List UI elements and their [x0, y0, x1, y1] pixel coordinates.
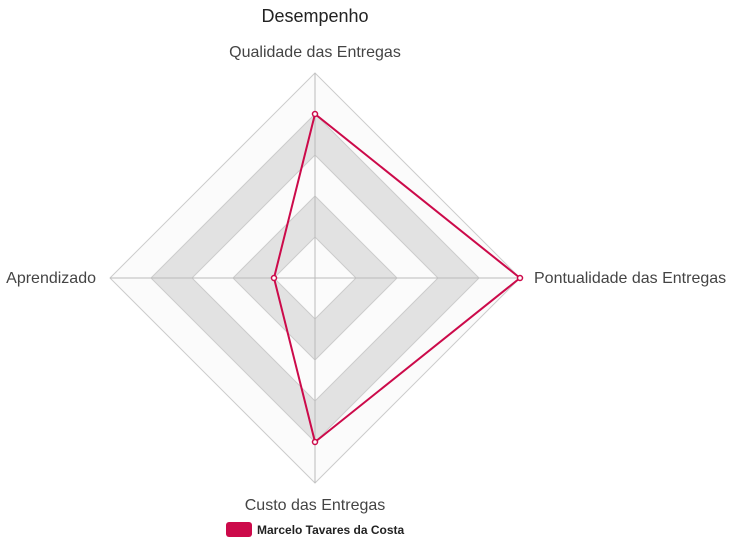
- legend[interactable]: Marcelo Tavares da Costa: [226, 522, 405, 537]
- legend-series-label[interactable]: Marcelo Tavares da Costa: [257, 523, 405, 537]
- radar-grid: [109, 72, 521, 484]
- chart-title: Desempenho: [261, 6, 368, 26]
- data-point-3[interactable]: [311, 438, 319, 446]
- axis-labels: Qualidade das Entregas Pontualidade das E…: [6, 44, 726, 514]
- axis-label-1: Qualidade das Entregas: [229, 44, 401, 61]
- axis-label-2: Pontualidade das Entregas: [534, 270, 726, 287]
- data-point-4[interactable]: [270, 274, 278, 282]
- radar-series: [270, 110, 524, 446]
- legend-swatch[interactable]: [226, 522, 252, 537]
- data-point-1[interactable]: [311, 110, 319, 118]
- axis-label-3: Custo das Entregas: [245, 497, 386, 514]
- axis-label-4: Aprendizado: [6, 270, 96, 287]
- data-point-2[interactable]: [516, 274, 524, 282]
